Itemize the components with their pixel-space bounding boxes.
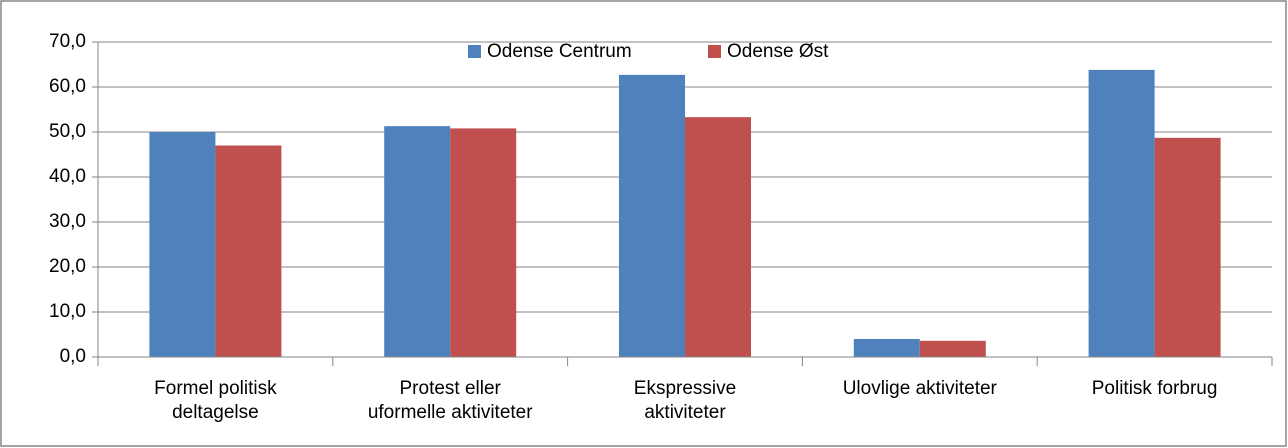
y-tick-label: 0,0 — [60, 346, 86, 367]
x-tick-label: Ekspressive — [634, 378, 736, 399]
y-tick-label: 50,0 — [49, 121, 86, 142]
legend-label: Odense Øst — [727, 41, 829, 62]
legend-swatch — [468, 45, 481, 58]
x-tick-label: Formel politisk — [154, 378, 277, 399]
bar — [619, 74, 685, 357]
y-tick-label: 10,0 — [49, 301, 86, 322]
bar — [685, 117, 751, 358]
x-tick-label: aktiviteter — [644, 402, 726, 423]
bar — [919, 340, 986, 357]
bar — [1088, 69, 1155, 358]
bar — [853, 339, 920, 357]
y-tick-label: 30,0 — [49, 211, 86, 232]
bar — [149, 132, 216, 357]
legend-label: Odense Centrum — [487, 41, 632, 62]
x-tick-label: Protest eller — [400, 378, 502, 399]
x-tick-label: uformelle aktiviteter — [368, 402, 533, 423]
y-tick-label: 40,0 — [49, 166, 86, 187]
y-tick-label: 60,0 — [49, 76, 86, 97]
x-tick-label: Politisk forbrug — [1092, 378, 1218, 399]
x-tick-label: deltagelse — [172, 402, 259, 423]
y-tick-label: 70,0 — [49, 31, 86, 52]
x-tick-label: Ulovlige aktiviteter — [843, 378, 998, 399]
y-tick-label: 20,0 — [49, 256, 86, 277]
bar — [450, 128, 517, 357]
legend-swatch — [708, 45, 721, 58]
bar — [1154, 137, 1221, 357]
bar — [384, 126, 451, 358]
bar — [215, 145, 282, 357]
